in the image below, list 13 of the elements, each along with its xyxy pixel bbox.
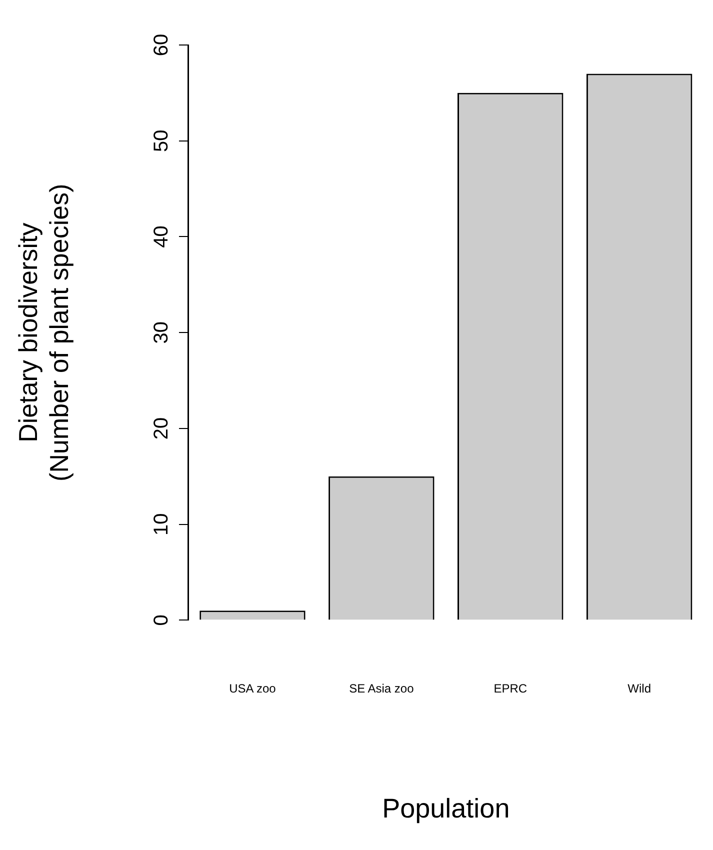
y-axis-title: Dietary biodiversity (Number of plant species): [12, 184, 74, 482]
x-axis-title: Population: [382, 793, 510, 824]
y-tick-label: 30: [150, 321, 173, 344]
x-tick-label: EPRC: [494, 682, 528, 696]
x-tick-label: SE Asia zoo: [349, 682, 414, 696]
y-tick-label: 50: [150, 130, 173, 152]
y-tick-label: 0: [150, 614, 173, 626]
y-tick-label: 60: [150, 34, 173, 56]
y-tick-label: 20: [150, 417, 173, 440]
x-tick-label: USA zoo: [229, 682, 276, 696]
y-tick-label: 10: [150, 513, 173, 536]
x-tick-label: Wild: [628, 682, 652, 696]
y-tick-label: 40: [150, 226, 173, 248]
